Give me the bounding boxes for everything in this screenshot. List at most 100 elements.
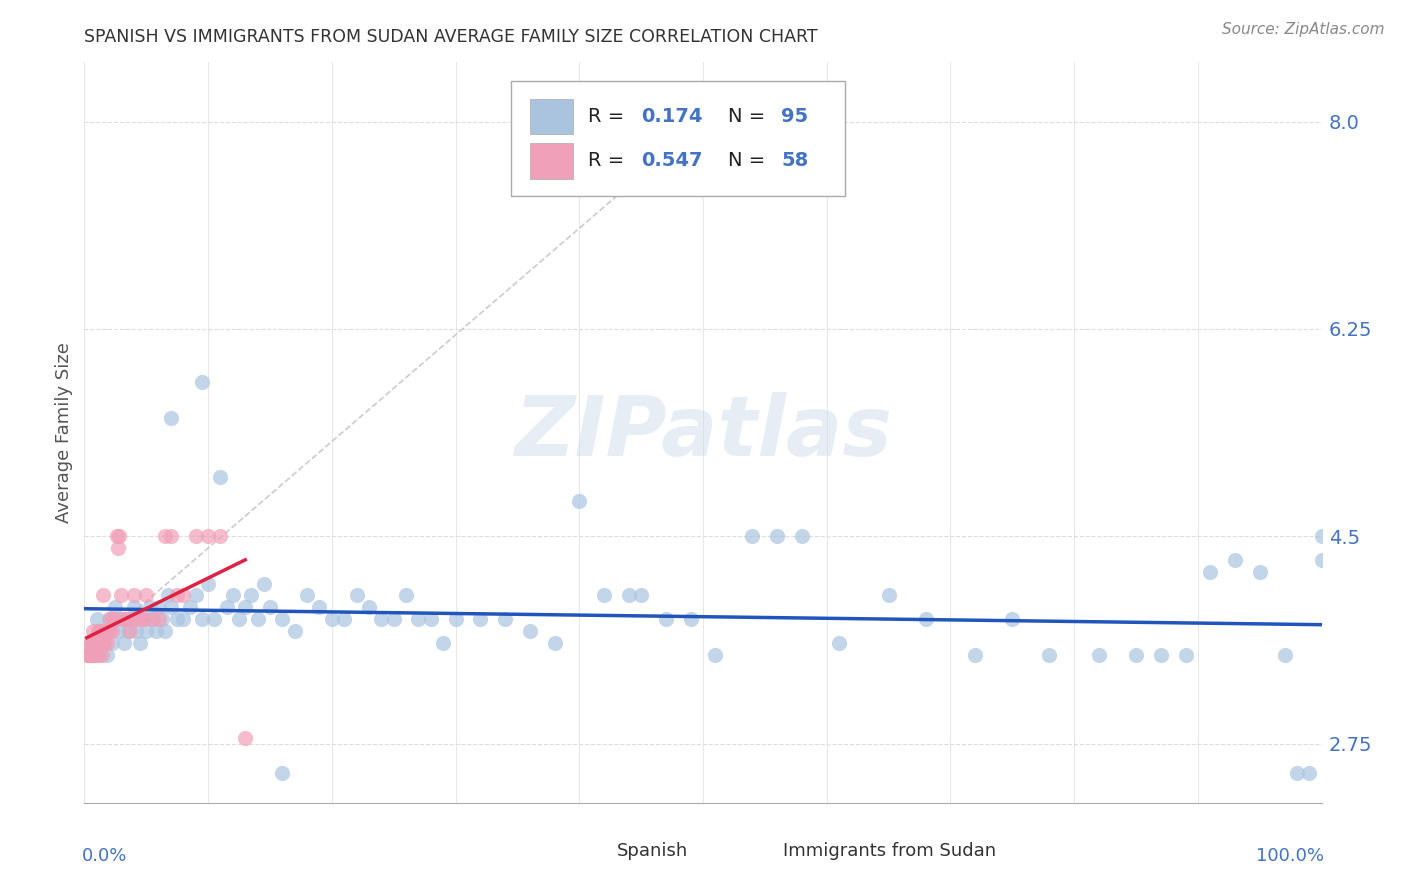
Point [444,612,467,626]
Point [233,731,256,745]
Point [105,529,128,543]
Point [1285,766,1308,780]
Text: Spanish: Spanish [616,842,688,860]
Point [104,612,127,626]
Point [253,576,276,591]
Point [1038,648,1060,662]
Point [89,624,111,638]
Point [110,612,132,626]
Point [80,648,103,662]
Point [87,624,110,638]
Point [145,624,167,638]
Point [80,636,103,650]
Point [150,612,173,626]
Point [828,636,851,650]
Point [655,612,678,626]
Point [79,636,101,650]
Text: 0.0%: 0.0% [82,847,128,865]
Point [1249,565,1271,579]
Text: 100.0%: 100.0% [1256,847,1324,865]
Point [117,624,139,638]
Point [1088,648,1111,662]
Text: Immigrants from Sudan: Immigrants from Sudan [783,842,997,860]
Point [543,636,565,650]
Text: SPANISH VS IMMIGRANTS FROM SUDAN AVERAGE FAMILY SIZE CORRELATION CHART: SPANISH VS IMMIGRANTS FROM SUDAN AVERAGE… [84,28,818,45]
Point [228,612,250,626]
FancyBboxPatch shape [740,843,775,871]
Point [125,612,148,626]
Point [519,624,541,638]
Point [470,612,492,626]
Text: 0.547: 0.547 [641,152,703,170]
Point [89,624,111,638]
Point [139,600,162,615]
Point [83,648,105,662]
Point [90,636,112,650]
Point [333,612,356,626]
Point [1223,553,1246,567]
Point [346,589,368,603]
Point [94,624,117,638]
Point [83,636,105,650]
Point [79,648,101,662]
Point [108,529,131,543]
Point [93,624,115,638]
Point [1298,766,1320,780]
Point [84,648,107,662]
Point [246,612,269,626]
Point [1125,648,1147,662]
Point [97,624,120,638]
Point [79,636,101,650]
Point [148,612,170,626]
Point [129,612,152,626]
Point [271,612,294,626]
Point [125,624,148,638]
Point [107,541,129,555]
Point [790,529,813,543]
Point [179,600,201,615]
Point [90,648,112,662]
Point [93,636,115,650]
Point [98,612,121,626]
Point [98,624,121,638]
Point [284,624,307,638]
Point [357,600,380,615]
Point [89,624,111,638]
Point [191,612,214,626]
Point [98,612,121,626]
Point [79,648,101,662]
Point [197,529,219,543]
Point [395,589,418,603]
Point [160,600,183,615]
Point [141,612,163,626]
Point [135,624,157,638]
Point [160,529,183,543]
Point [120,624,142,638]
Point [630,589,652,603]
Text: 0.174: 0.174 [641,107,703,126]
Point [1310,553,1333,567]
Point [593,589,616,603]
Point [295,589,318,603]
Point [86,648,108,662]
Point [382,612,405,626]
Point [122,600,145,615]
Point [86,636,108,650]
Point [132,612,155,626]
Point [172,612,194,626]
Point [112,636,135,650]
Point [419,612,441,626]
Point [87,636,110,650]
Point [153,529,176,543]
Point [108,624,131,638]
Point [1150,648,1173,662]
Text: N =: N = [728,107,765,126]
Point [184,529,207,543]
Point [172,589,194,603]
Point [197,576,219,591]
Point [202,612,225,626]
Point [114,612,136,626]
Point [89,648,111,662]
Text: 58: 58 [780,152,808,170]
Point [110,589,132,603]
